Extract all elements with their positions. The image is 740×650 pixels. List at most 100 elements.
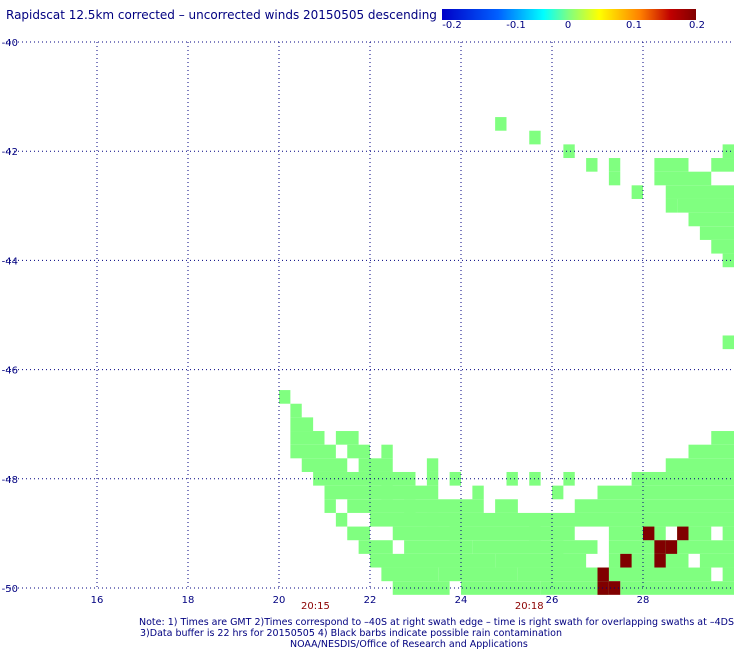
zero-diff-cell <box>688 212 734 227</box>
no-data-cell <box>688 553 700 568</box>
zero-diff-cell <box>404 540 473 554</box>
zero-diff-cell <box>438 567 518 582</box>
zero-diff-cell <box>552 540 598 554</box>
zero-diff-cell <box>711 158 734 172</box>
zero-diff-cell <box>335 512 348 527</box>
zero-diff-cell <box>449 526 541 541</box>
zero-diff-cell <box>506 512 552 527</box>
zero-diff-cell <box>563 471 575 486</box>
zero-diff-cell <box>415 553 496 568</box>
zero-diff-cell <box>722 335 734 350</box>
zero-diff-cell <box>495 499 518 513</box>
zero-diff-cell <box>711 239 734 254</box>
zero-diff-cell <box>313 471 370 486</box>
time-label: 20:18 <box>515 601 544 612</box>
zero-diff-cell <box>461 581 541 595</box>
zero-diff-cell <box>370 553 416 568</box>
colorbar <box>442 9 696 20</box>
zero-diff-cell <box>426 512 507 527</box>
zero-diff-cell <box>665 198 678 213</box>
zero-diff-cell <box>608 158 621 172</box>
zero-diff-cell <box>472 540 564 554</box>
chart-title: Rapidscat 12.5km corrected – uncorrected… <box>6 8 437 22</box>
zero-diff-cell <box>711 431 734 445</box>
zero-diff-cell <box>426 458 439 472</box>
zero-diff-cell <box>597 485 734 500</box>
no-data-cell <box>711 567 723 582</box>
high-diff-cell <box>597 567 609 582</box>
zero-diff-cell <box>279 390 291 404</box>
y-tick-label: -50 <box>2 584 18 595</box>
zero-diff-cell <box>631 185 643 199</box>
zero-diff-cell <box>426 471 439 486</box>
plot-area: -40 -42 -44 -46 -48 -50 16 18 20 22 24 26 28 20:15 20:… <box>2 38 734 612</box>
zero-diff-cell <box>688 444 734 459</box>
colorbar-tick: 0 <box>564 20 572 31</box>
zero-diff-cell <box>290 403 302 418</box>
zero-diff-cell <box>324 499 336 513</box>
zero-diff-cell <box>597 567 734 582</box>
zero-diff-cell <box>506 471 518 486</box>
zero-diff-cell <box>552 485 564 500</box>
high-diff-cell <box>643 526 655 541</box>
zero-diff-cell <box>699 226 734 240</box>
zero-diff-cell <box>347 526 370 541</box>
zero-diff-cell <box>654 158 689 172</box>
zero-diff-cell <box>620 581 734 595</box>
zero-diff-cell <box>404 499 484 513</box>
y-tick-label: -40 <box>2 38 18 49</box>
colorbar-tick: 0.1 <box>626 20 642 31</box>
zero-diff-cell <box>449 471 461 486</box>
zero-diff-cell <box>665 458 734 472</box>
colorbar-tick: 0.2 <box>689 20 705 31</box>
y-tick-label: -44 <box>2 256 18 267</box>
x-tick-label: 16 <box>91 595 104 606</box>
zero-diff-cell <box>608 553 734 568</box>
zero-diff-cell <box>608 171 621 186</box>
zero-diff-cell <box>290 431 325 445</box>
y-tick-label: -46 <box>2 366 18 377</box>
zero-diff-cell <box>370 512 439 527</box>
zero-diff-cell <box>654 171 712 186</box>
colorbar-tick: -0.1 <box>506 20 526 31</box>
x-tick-label: 28 <box>637 595 650 606</box>
zero-diff-cell <box>472 485 484 500</box>
no-data-cell <box>665 526 678 541</box>
zero-diff-cell <box>347 444 370 459</box>
zero-diff-cell <box>552 512 734 527</box>
x-tick-label: 20 <box>273 595 286 606</box>
zero-diff-cell <box>392 581 450 595</box>
zero-diff-cell <box>586 158 598 172</box>
zero-diff-cell <box>301 458 348 472</box>
zero-diff-cell <box>517 567 598 582</box>
high-diff-cell <box>665 540 678 554</box>
high-diff-cell <box>654 553 666 568</box>
zero-diff-cell <box>290 444 336 459</box>
note-line-3: NOAA/NESDIS/Office of Research and Appli… <box>290 639 528 650</box>
x-tick-label: 24 <box>455 595 468 606</box>
zero-diff-cell <box>324 485 393 500</box>
high-diff-cell <box>620 553 632 568</box>
zero-diff-cell <box>347 499 416 513</box>
zero-diff-cell <box>370 471 416 486</box>
zero-diff-cell <box>495 553 587 568</box>
zero-diff-cell <box>722 253 734 268</box>
zero-diff-cell <box>290 417 314 432</box>
zero-diff-cell <box>392 526 461 541</box>
high-diff-cell <box>597 581 609 595</box>
zero-diff-cell <box>381 567 439 582</box>
zero-diff-cell <box>563 144 575 159</box>
zero-diff-cell <box>529 130 541 145</box>
note-line-2: 3)Data buffer is 22 hrs for 20150505 4) … <box>140 628 562 639</box>
x-tick-label: 22 <box>364 595 377 606</box>
zero-diff-cell <box>358 540 393 554</box>
zero-diff-cell <box>358 458 393 472</box>
zero-diff-cell <box>495 117 507 131</box>
zero-diff-cell <box>722 144 734 159</box>
zero-diff-cell <box>381 485 439 500</box>
note-line-1: Note: 1) Times are GMT 2)Times correspon… <box>138 617 734 628</box>
no-data-cell <box>711 526 723 541</box>
y-tick-label: -48 <box>2 475 18 486</box>
zero-diff-cell <box>665 185 734 199</box>
x-tick-label: 18 <box>182 595 195 606</box>
